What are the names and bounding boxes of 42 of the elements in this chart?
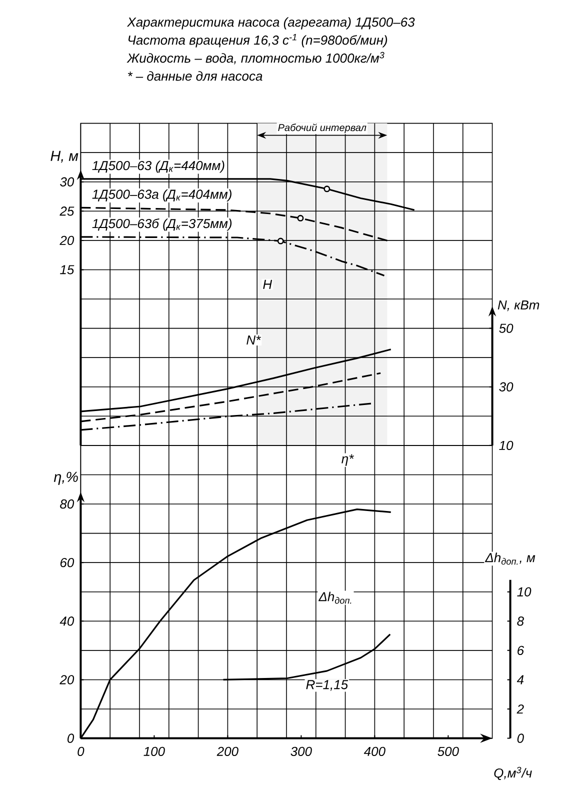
y-tick-label: 25 [60,206,74,216]
series-label: 1Д500–63б (Д$_{к}$=375мм) [92,218,232,231]
x-tick-label: 300 [290,746,312,756]
chart-title: Характеристика насоса (агрегата) 1Д500–63 [126,17,415,30]
annotation: Δh$_{доп.}$ [318,592,352,604]
chart-subtitle: Частота вращения 16,3 с$^{-1}$ (n=980об/мин) [128,34,388,48]
y2-tick-label: 50 [499,324,514,333]
annotation: R=1,15 [306,680,348,691]
y-tick-label: 30 [60,177,74,186]
text: * – данные для насоса [128,71,262,81]
annotation: η* [342,454,354,466]
y-tick-label: 60 [60,558,74,568]
y-tick-label: 80 [60,499,74,509]
series-label: 1Д500–63а (Д$_{к}$=404мм) [92,189,232,202]
y-tick-label: 0 [68,734,74,743]
y-tick-label: 40 [60,616,74,626]
text: Жидкость – вода, плотностью 1000кг/м$^{3}$ [126,52,384,64]
x-tick-label: 100 [144,746,165,756]
y2-tick-label: 8 [517,616,524,626]
x-tick-label: 200 [216,746,238,756]
y2-tick-label: 4 [516,675,524,684]
y-tick-label: 15 [60,265,74,274]
y-axis-title: η,% [54,472,78,485]
y-tick-label: 20 [60,236,74,246]
y2-tick-label: 2 [516,704,524,714]
legend-label: 1Д500–63 (Д$_{к}$=440мм) [92,160,224,173]
annotation: N* [246,336,261,344]
y2-tick-label: 6 [518,646,524,656]
x-axis-title: Q,м$^{3}$/ч [494,766,532,780]
band-label: Рабочий интервал [278,124,366,134]
annotation: H [263,280,272,289]
y-axis-title: H, м [50,150,78,163]
y2-tick-label: 10 [499,440,514,450]
y-tick-label: 20 [60,675,74,684]
x-tick-label: 400 [364,746,386,756]
y2-tick-label: 10 [517,587,532,596]
y2-tick-label: 0 [517,734,524,743]
x-tick-label: 500 [438,746,459,756]
y2-axis-title: N, кВт [498,300,540,312]
y2-axis-title: Δh$_{доп.}$, м [484,552,536,565]
x-tick-label: 0 [78,746,84,756]
y2-tick-label: 30 [499,382,514,392]
